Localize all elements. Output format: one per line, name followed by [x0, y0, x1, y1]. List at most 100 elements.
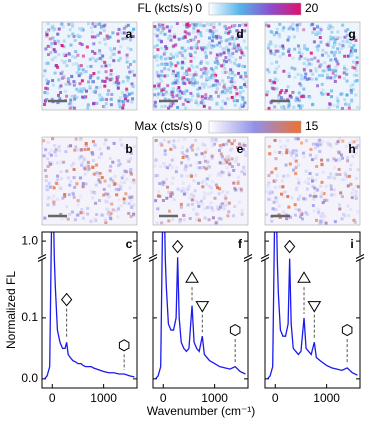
image-pixel: [277, 96, 281, 100]
image-pixel: [86, 147, 90, 151]
colorbar-tick-label: 20: [305, 1, 319, 15]
image-pixel: [180, 189, 184, 193]
image-pixel: [47, 181, 51, 185]
image-pixel: [304, 139, 308, 143]
image-pixel: [156, 38, 160, 42]
image-pixel: [130, 91, 134, 95]
image-pixel: [180, 46, 184, 50]
image-pixel: [298, 194, 302, 198]
image-pixel: [239, 75, 243, 79]
image-pixel: [181, 80, 185, 84]
image-pixel: [353, 66, 357, 70]
image-pixel: [46, 80, 50, 84]
image-pixel: [208, 174, 212, 178]
image-pixel: [55, 181, 59, 185]
image-pixel: [81, 185, 85, 189]
image-pixel: [185, 77, 189, 81]
image-pixel: [122, 174, 126, 178]
image-pixel: [88, 85, 92, 89]
image-pixel: [170, 158, 174, 162]
image-pixel: [114, 80, 118, 84]
image-pixel: [304, 72, 308, 76]
image-pixel: [120, 176, 124, 180]
image-pixel: [109, 103, 113, 107]
image-pixel: [163, 64, 167, 68]
image-pixel: [316, 84, 320, 88]
image-pixel: [242, 104, 246, 108]
image-pixel: [44, 86, 48, 90]
image-pixel: [209, 186, 213, 190]
image-pixel: [275, 27, 279, 31]
image-pixel: [323, 199, 327, 203]
image-pixel: [265, 23, 269, 27]
image-pixel: [82, 158, 86, 162]
image-pixel: [44, 61, 48, 65]
image-background: [153, 137, 248, 225]
image-pixel: [320, 180, 324, 184]
image-pixel: [90, 189, 94, 193]
image-pixel: [327, 40, 331, 44]
image-pixel: [265, 190, 269, 194]
image-pixel: [237, 175, 241, 179]
image-pixel: [193, 189, 197, 193]
image-pixel: [95, 86, 99, 90]
image-pixel: [355, 61, 359, 65]
image-pixel: [295, 29, 299, 33]
image-pixel: [172, 143, 176, 147]
image-pixel: [343, 54, 347, 58]
image-pixel: [126, 46, 130, 50]
image-pixel: [101, 98, 105, 102]
image-pixel: [333, 57, 337, 61]
image-pixel: [90, 30, 94, 34]
image-pixel: [209, 32, 213, 36]
image-pixel: [132, 212, 136, 216]
image-pixel: [174, 74, 178, 78]
image-pixel: [244, 74, 248, 78]
image-pixel: [173, 79, 177, 83]
image-pixel: [335, 105, 339, 109]
image-pixel: [211, 208, 215, 212]
image-pixel: [199, 60, 203, 64]
image-pixel: [226, 31, 230, 35]
image-pixel: [167, 34, 171, 38]
image-pixel: [209, 95, 213, 99]
image-pixel: [308, 194, 312, 198]
peak-marker: [60, 292, 73, 307]
image-pixel: [267, 70, 271, 74]
image-pixel: [114, 187, 118, 191]
image-pixel: [116, 83, 120, 87]
image-pixel: [116, 39, 120, 43]
image-pixel: [298, 57, 302, 61]
image-pixel: [347, 106, 351, 110]
spectrum-line: [267, 232, 358, 380]
image-pixel: [334, 173, 338, 177]
image-pixel: [129, 172, 133, 176]
image-pixel: [53, 71, 57, 75]
image-pixel: [326, 26, 330, 30]
image-pixel: [205, 148, 209, 152]
image-pixel: [270, 170, 274, 174]
image-pixel: [315, 45, 319, 49]
image-pixel: [320, 74, 324, 78]
image-pixel: [129, 167, 133, 171]
image-pixel: [299, 95, 303, 99]
image-pixel: [52, 202, 56, 206]
image-pixel: [109, 217, 113, 221]
image-pixel: [278, 45, 282, 49]
image-pixel: [191, 65, 195, 69]
image-pixel: [44, 35, 48, 39]
image-pixel: [201, 185, 205, 189]
image-pixel: [132, 27, 136, 31]
image-pixel: [268, 192, 272, 196]
image-pixel: [50, 58, 54, 62]
image-pixel: [167, 219, 171, 223]
image-pixel: [334, 69, 338, 73]
image-pixel: [48, 37, 52, 41]
image-pixel: [43, 69, 47, 73]
image-pixel: [301, 95, 305, 99]
image-pixel: [66, 217, 70, 221]
image-pixel: [112, 81, 116, 85]
image-pixel: [228, 53, 232, 57]
image-pixel: [68, 106, 72, 110]
image-pixel: [296, 163, 300, 167]
